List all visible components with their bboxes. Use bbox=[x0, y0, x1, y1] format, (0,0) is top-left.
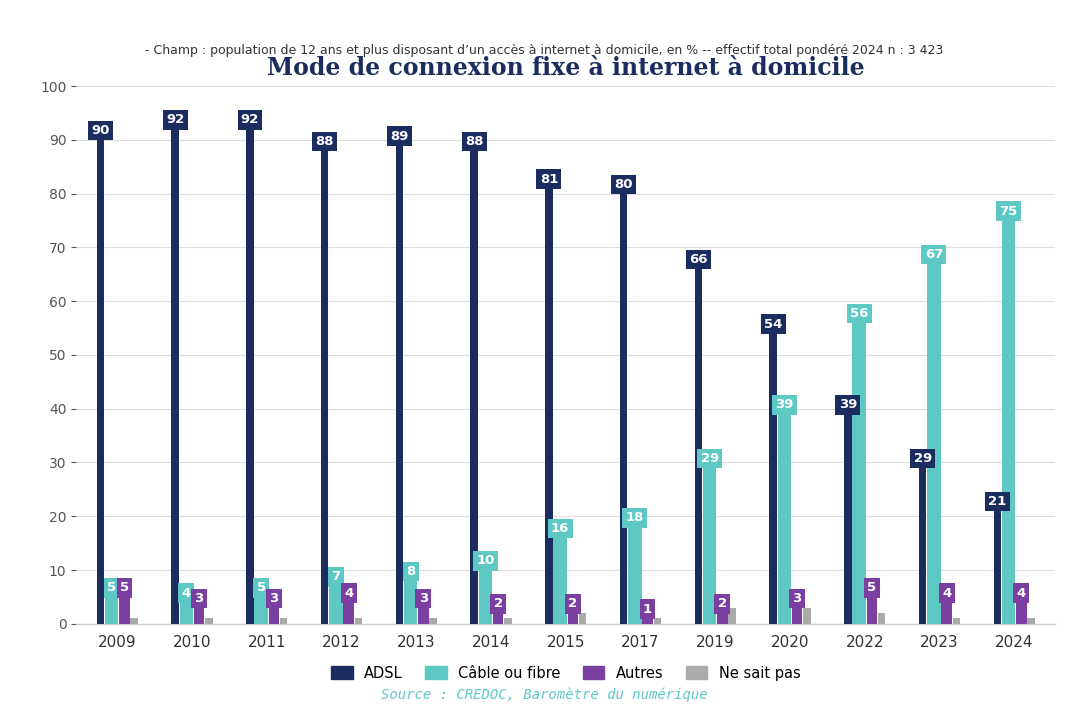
Title: Mode de connexion fixe à internet à domicile: Mode de connexion fixe à internet à domi… bbox=[267, 56, 865, 80]
Bar bbox=[695, 269, 702, 624]
Text: 4: 4 bbox=[942, 587, 951, 599]
Bar bbox=[1027, 618, 1035, 624]
Text: 67: 67 bbox=[925, 248, 943, 261]
Text: 29: 29 bbox=[914, 452, 931, 465]
Bar bbox=[792, 608, 802, 624]
Text: 90: 90 bbox=[91, 124, 110, 137]
Bar bbox=[579, 613, 586, 624]
Bar bbox=[479, 570, 492, 624]
Text: 4: 4 bbox=[182, 587, 191, 599]
Bar bbox=[269, 608, 280, 624]
Bar bbox=[1002, 221, 1015, 624]
Bar bbox=[504, 618, 511, 624]
Bar bbox=[97, 140, 104, 624]
Bar bbox=[246, 129, 254, 624]
Text: 21: 21 bbox=[988, 495, 1006, 508]
Text: 2: 2 bbox=[718, 597, 727, 610]
Text: 3: 3 bbox=[419, 592, 428, 605]
Bar bbox=[280, 618, 287, 624]
Bar bbox=[344, 602, 354, 624]
Bar bbox=[104, 597, 119, 624]
Bar bbox=[396, 145, 404, 624]
Bar bbox=[941, 602, 952, 624]
Text: 2: 2 bbox=[568, 597, 578, 610]
Bar bbox=[703, 467, 716, 624]
Text: 80: 80 bbox=[615, 178, 633, 191]
Text: 88: 88 bbox=[316, 135, 334, 148]
Text: 3: 3 bbox=[195, 592, 203, 605]
Bar bbox=[642, 618, 653, 624]
Text: 39: 39 bbox=[776, 399, 793, 412]
Bar bbox=[418, 608, 429, 624]
Bar bbox=[470, 151, 478, 624]
Bar bbox=[330, 587, 343, 624]
Text: Source : CREDOC, Baromètre du numérique: Source : CREDOC, Baromètre du numérique bbox=[381, 688, 707, 702]
Text: 92: 92 bbox=[240, 113, 259, 126]
Text: 1: 1 bbox=[643, 603, 652, 616]
Text: 5: 5 bbox=[257, 581, 265, 594]
Bar bbox=[1016, 602, 1027, 624]
Bar bbox=[554, 538, 567, 624]
Bar bbox=[194, 608, 205, 624]
Bar bbox=[927, 263, 941, 624]
Text: 56: 56 bbox=[850, 307, 868, 320]
Bar bbox=[620, 194, 628, 624]
Bar bbox=[404, 581, 418, 624]
Bar bbox=[493, 613, 504, 624]
Text: 66: 66 bbox=[689, 253, 707, 266]
Text: 3: 3 bbox=[792, 592, 802, 605]
Text: 4: 4 bbox=[1016, 587, 1026, 599]
Text: 75: 75 bbox=[1000, 205, 1017, 218]
Bar bbox=[255, 597, 268, 624]
Text: 39: 39 bbox=[839, 399, 857, 412]
Text: 2: 2 bbox=[494, 597, 503, 610]
Text: 88: 88 bbox=[465, 135, 483, 148]
Text: 4: 4 bbox=[344, 587, 354, 599]
Text: 16: 16 bbox=[551, 522, 569, 535]
Bar bbox=[803, 608, 811, 624]
Bar bbox=[131, 618, 138, 624]
Bar bbox=[993, 511, 1001, 624]
Text: 81: 81 bbox=[540, 173, 558, 186]
Text: 54: 54 bbox=[764, 318, 782, 331]
Bar bbox=[728, 608, 735, 624]
Bar bbox=[628, 527, 642, 624]
Bar bbox=[172, 129, 178, 624]
Bar bbox=[654, 618, 662, 624]
Bar bbox=[355, 618, 362, 624]
Bar bbox=[206, 618, 212, 624]
Bar bbox=[321, 151, 329, 624]
Bar bbox=[430, 618, 436, 624]
Text: 5: 5 bbox=[120, 581, 129, 594]
Text: 8: 8 bbox=[406, 565, 416, 578]
Text: 89: 89 bbox=[391, 130, 409, 143]
Legend: ADSL, Câble ou fibre, Autres, Ne sait pas: ADSL, Câble ou fibre, Autres, Ne sait pa… bbox=[325, 660, 806, 686]
Text: - Champ : population de 12 ans et plus disposant d’un accès à internet à domicil: - Champ : population de 12 ans et plus d… bbox=[145, 44, 943, 57]
Bar bbox=[545, 188, 553, 624]
Text: 92: 92 bbox=[166, 113, 184, 126]
Text: 7: 7 bbox=[332, 571, 341, 584]
Text: 18: 18 bbox=[626, 511, 644, 524]
Bar bbox=[717, 613, 728, 624]
Bar bbox=[878, 613, 886, 624]
Text: 10: 10 bbox=[477, 554, 495, 567]
Text: 29: 29 bbox=[701, 452, 719, 465]
Bar bbox=[867, 597, 877, 624]
Bar bbox=[852, 323, 866, 624]
Bar bbox=[568, 613, 578, 624]
Bar bbox=[769, 333, 777, 624]
Bar bbox=[953, 618, 960, 624]
Bar bbox=[120, 597, 129, 624]
Bar bbox=[180, 602, 194, 624]
Text: 3: 3 bbox=[269, 592, 279, 605]
Bar bbox=[919, 467, 926, 624]
Bar bbox=[778, 414, 791, 624]
Text: 5: 5 bbox=[867, 581, 877, 594]
Bar bbox=[844, 414, 852, 624]
Text: 5: 5 bbox=[107, 581, 116, 594]
